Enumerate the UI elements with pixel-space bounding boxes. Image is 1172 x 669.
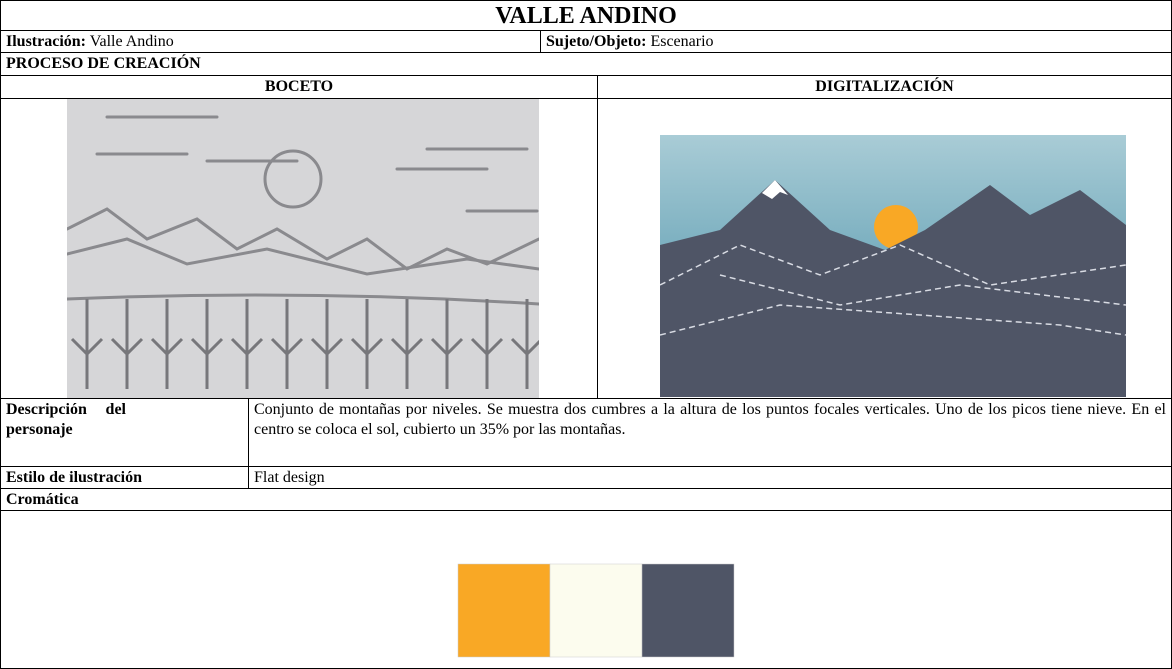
title: VALLE ANDINO xyxy=(0,0,1172,31)
process-title: PROCESO DE CREACIÓN xyxy=(0,52,1172,76)
color-swatch xyxy=(549,563,643,658)
palette xyxy=(457,563,735,658)
sketch-image xyxy=(67,99,539,399)
digital-heading: DIGITALIZACIÓN xyxy=(597,75,1172,99)
sketch-heading: BOCETO xyxy=(0,75,598,99)
label: Sujeto/Objeto: xyxy=(546,33,647,50)
description-label: Descripción del personaje xyxy=(0,398,249,467)
color-swatch xyxy=(641,563,735,658)
illustration-cell: Ilustración: Valle Andino xyxy=(0,30,541,53)
digital-image xyxy=(660,135,1126,397)
description-text: Conjunto de montañas por niveles. Se mue… xyxy=(248,398,1172,467)
value: Escenario xyxy=(650,33,714,50)
subject-cell: Sujeto/Objeto: Escenario xyxy=(540,30,1172,53)
style-label: Estilo de ilustración xyxy=(0,466,249,489)
chromatic-label: Cromática xyxy=(0,488,1172,511)
color-swatch xyxy=(457,563,551,658)
chromatic-cell xyxy=(0,510,1172,669)
sketch-cell xyxy=(0,98,598,399)
style-value: Flat design xyxy=(248,466,1172,489)
value: Valle Andino xyxy=(89,33,174,50)
label-text: Descripción del personaje xyxy=(6,401,126,438)
label: Ilustración: xyxy=(6,33,86,50)
digital-cell xyxy=(597,98,1172,399)
